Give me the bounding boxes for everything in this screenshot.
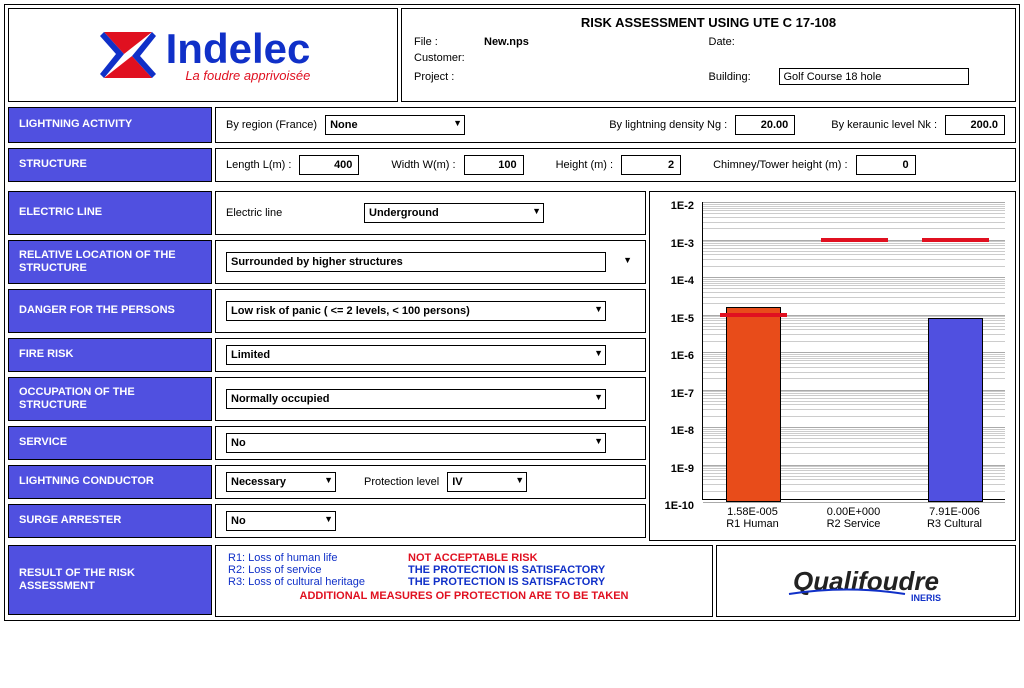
logo-mark <box>96 26 160 84</box>
r3-key: R3: Loss of cultural heritage <box>228 576 408 588</box>
r2-val: THE PROTECTION IS SATISFACTORY <box>408 564 700 576</box>
occupation-select[interactable]: Normally occupied <box>226 389 606 409</box>
chart-threshold <box>720 313 788 317</box>
customer-label: Customer: <box>414 52 484 64</box>
header-box: RISK ASSESSMENT USING UTE C 17-108 File … <box>401 8 1016 102</box>
panel-lightning: By region (France) None By lightning den… <box>215 107 1016 143</box>
service-select[interactable]: No <box>226 433 606 453</box>
length-label: Length L(m) : <box>226 159 291 171</box>
chart-bar <box>928 318 984 502</box>
chart-xlabel: 0.00E+000R2 Service <box>803 506 904 530</box>
danger-persons-select[interactable]: Low risk of panic ( <= 2 levels, < 100 p… <box>226 301 606 321</box>
surge-arrester-select[interactable]: No <box>226 511 336 531</box>
nav-danger-persons[interactable]: DANGER FOR THE PERSONS <box>8 289 212 333</box>
nav-service[interactable]: SERVICE <box>8 426 212 460</box>
date-label: Date: <box>709 36 779 48</box>
keraunic-label: By keraunic level Nk : <box>831 119 937 131</box>
r1-key: R1: Loss of human life <box>228 552 408 564</box>
protection-level-select[interactable]: IV <box>447 472 527 492</box>
app-frame: Indelec La foudre apprivoisée RISK ASSES… <box>4 4 1020 621</box>
result-footer: ADDITIONAL MEASURES OF PROTECTION ARE TO… <box>228 590 700 602</box>
panel-danger-persons: Low risk of panic ( <= 2 levels, < 100 p… <box>215 289 646 333</box>
panel-relative-location: Surrounded by higher structures <box>215 240 646 284</box>
chart-bar <box>726 307 782 502</box>
nav-fire-risk[interactable]: FIRE RISK <box>8 338 212 372</box>
panel-surge-arrester: No <box>215 504 646 538</box>
chart-xlabel: 1.58E-005R1 Human <box>702 506 803 530</box>
length-input[interactable] <box>299 155 359 175</box>
qualifoudre-sub: INERIS <box>911 593 941 603</box>
logo-box: Indelec La foudre apprivoisée <box>8 8 398 102</box>
electric-line-select[interactable]: Underground <box>364 203 544 223</box>
nav-lightning-activity[interactable]: LIGHTNING ACTIVITY <box>8 107 212 143</box>
header-title: RISK ASSESSMENT USING UTE C 17-108 <box>414 15 1003 30</box>
panel-electric-line: Electric line Underground <box>215 191 646 235</box>
chart-xlabel: 7.91E-006R3 Cultural <box>904 506 1005 530</box>
chart-threshold <box>821 238 889 242</box>
nav-electric-line[interactable]: ELECTRIC LINE <box>8 191 212 235</box>
region-select[interactable]: None <box>325 115 465 135</box>
electric-line-label: Electric line <box>226 207 356 219</box>
logo-sub-text: La foudre apprivoisée <box>166 68 311 83</box>
nav-lightning-conductor[interactable]: LIGHTNING CONDUCTOR <box>8 465 212 499</box>
panel-service: No <box>215 426 646 460</box>
qualifoudre-box: Qualifoudre INERIS <box>716 545 1016 617</box>
lightning-conductor-select[interactable]: Necessary <box>226 472 336 492</box>
width-label: Width W(m) : <box>391 159 455 171</box>
nav-surge-arrester[interactable]: SURGE ARRESTER <box>8 504 212 538</box>
file-value: New.nps <box>484 36 709 48</box>
density-input[interactable] <box>735 115 795 135</box>
file-label: File : <box>414 36 484 48</box>
project-label: Project : <box>414 71 484 83</box>
panel-structure: Length L(m) : Width W(m) : Height (m) : … <box>215 148 1016 182</box>
chimney-input[interactable] <box>856 155 916 175</box>
r2-key: R2: Loss of service <box>228 564 408 576</box>
height-input[interactable] <box>621 155 681 175</box>
chimney-label: Chimney/Tower height (m) : <box>713 159 848 171</box>
nav-structure[interactable]: STRUCTURE <box>8 148 212 182</box>
panel-fire-risk: Limited <box>215 338 646 372</box>
nav-occupation[interactable]: OCCUPATION OF THE STRUCTURE <box>8 377 212 421</box>
building-label: Building: <box>709 71 779 83</box>
nav-relative-location[interactable]: RELATIVE LOCATION OF THE STRUCTURE <box>8 240 212 284</box>
density-label: By lightning density Ng : <box>609 119 727 131</box>
logo-main-text: Indelec <box>166 28 311 70</box>
region-label: By region (France) <box>226 119 317 131</box>
protection-level-label: Protection level <box>364 476 439 488</box>
width-input[interactable] <box>464 155 524 175</box>
chart-threshold <box>922 238 990 242</box>
fire-risk-select[interactable]: Limited <box>226 345 606 365</box>
relative-location-select[interactable]: Surrounded by higher structures <box>226 252 606 272</box>
r1-val: NOT ACCEPTABLE RISK <box>408 552 700 564</box>
risk-chart: 1E-21E-31E-41E-51E-61E-71E-81E-91E-10 1.… <box>649 191 1016 541</box>
keraunic-input[interactable] <box>945 115 1005 135</box>
panel-lightning-conductor: Necessary Protection level IV <box>215 465 646 499</box>
height-label: Height (m) : <box>556 159 613 171</box>
building-input[interactable] <box>779 68 969 85</box>
r3-val: THE PROTECTION IS SATISFACTORY <box>408 576 700 588</box>
result-panel: R1: Loss of human lifeNOT ACCEPTABLE RIS… <box>215 545 713 617</box>
nav-result[interactable]: RESULT OF THE RISK ASSESSMENT <box>8 545 212 615</box>
panel-occupation: Normally occupied <box>215 377 646 421</box>
